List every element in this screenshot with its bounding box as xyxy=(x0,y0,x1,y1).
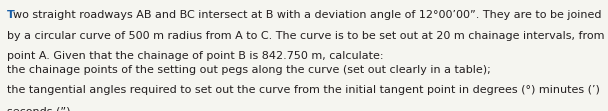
Text: point A. Given that the chainage of point B is 842.750 m, calculate:: point A. Given that the chainage of poin… xyxy=(7,51,384,61)
Text: the tangential angles required to set out the curve from the initial tangent poi: the tangential angles required to set ou… xyxy=(7,85,600,95)
Text: wo straight roadways AB and BC intersect at B with a deviation angle of 12°00’00: wo straight roadways AB and BC intersect… xyxy=(13,10,601,20)
Text: T: T xyxy=(7,10,15,20)
Text: the chainage points of the setting out pegs along the curve (set out clearly in : the chainage points of the setting out p… xyxy=(7,65,491,75)
Text: by a circular curve of 500 m radius from A to C. The curve is to be set out at 2: by a circular curve of 500 m radius from… xyxy=(7,31,605,41)
Text: seconds (”).: seconds (”). xyxy=(7,106,74,111)
